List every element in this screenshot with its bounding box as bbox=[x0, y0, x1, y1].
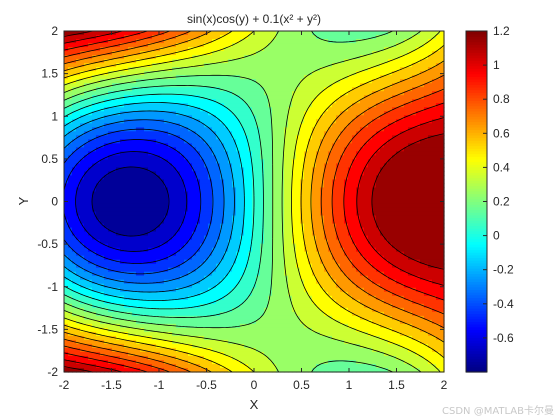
y-tick-label: 1.5 bbox=[41, 67, 58, 81]
y-tick-label: 0.5 bbox=[41, 152, 58, 166]
contour-fill-area bbox=[64, 31, 445, 373]
colorbar-tick-label: 0.8 bbox=[493, 92, 510, 106]
colorbar bbox=[466, 31, 487, 373]
x-tick-label: -0.5 bbox=[196, 378, 217, 392]
y-tick-label: -0.5 bbox=[37, 237, 58, 251]
contour-line-level-13 bbox=[63, 30, 445, 373]
colorbar-tick-label: -0.2 bbox=[493, 263, 514, 277]
y-tick-label: -2 bbox=[47, 365, 58, 379]
contour-line-level-19 bbox=[63, 30, 445, 373]
y-tick-label: -1 bbox=[47, 280, 58, 294]
contour-line-level-18 bbox=[63, 30, 445, 373]
contour-line-level-1 bbox=[91, 166, 170, 237]
watermark: CSDN @MATLAB卡尔曼 bbox=[442, 406, 554, 417]
colorbar-tick-label: -0.4 bbox=[493, 297, 514, 311]
chart-title: sin(x)cos(y) + 0.1(x² + y²) bbox=[187, 12, 321, 26]
y-axis-label: Y bbox=[16, 196, 31, 205]
y-tick-label: 2 bbox=[51, 24, 58, 38]
contour-line-level-4 bbox=[63, 128, 214, 275]
x-tick-label: -2 bbox=[59, 378, 70, 392]
x-tick-label: 0 bbox=[251, 378, 258, 392]
x-tick-label: 0.5 bbox=[293, 378, 310, 392]
contour-line-level-15 bbox=[63, 30, 445, 373]
colorbar-tick-label: 1.2 bbox=[493, 24, 510, 38]
contour-line-level-6 bbox=[63, 110, 235, 293]
y-axis: -2 -1.5 -1 -0.5 0 0.5 1 1.5 2 bbox=[37, 24, 444, 379]
x-axis: -2 -1.5 -1 -0.5 0 0.5 1 1.5 2 bbox=[59, 31, 448, 392]
contour-line-level-17 bbox=[63, 30, 445, 373]
x-tick-label: -1.5 bbox=[101, 378, 122, 392]
colorbar-tick-label: 1 bbox=[493, 58, 500, 72]
contour-line-level-14 bbox=[63, 30, 445, 373]
x-tick-label: 1 bbox=[346, 378, 353, 392]
y-tick-label: 0 bbox=[51, 195, 58, 209]
contour-line-level-9 bbox=[63, 85, 264, 318]
contour-line-level-10 bbox=[63, 30, 394, 373]
contour-line-level-3 bbox=[63, 139, 202, 264]
contour-line-level-11 bbox=[63, 30, 422, 373]
colorbar-tick-label: 0.6 bbox=[493, 126, 510, 140]
colorbar-tick-label: 0.2 bbox=[493, 195, 510, 209]
colorbar-tick-label: 0 bbox=[493, 229, 500, 243]
x-tick-label: 2 bbox=[441, 378, 448, 392]
contour-lines bbox=[63, 30, 445, 373]
contour-line-level-16 bbox=[63, 30, 445, 373]
colorbar-ticks: -0.6 -0.4 -0.2 0 0.2 0.4 0.6 0.8 1 1.2 bbox=[483, 24, 514, 345]
x-tick-label: 1.5 bbox=[388, 378, 405, 392]
colorbar-tick-label: 0.4 bbox=[493, 160, 510, 174]
contour-line-level-8 bbox=[63, 93, 255, 310]
contour-line-level-12 bbox=[63, 30, 441, 373]
contour-line-level-2 bbox=[75, 151, 188, 252]
y-tick-label: -1.5 bbox=[37, 322, 58, 336]
y-tick-label: 1 bbox=[51, 109, 58, 123]
contour-line-level-7 bbox=[63, 102, 245, 301]
colorbar-tick-label: -0.6 bbox=[493, 331, 514, 345]
contour-line-level-5 bbox=[63, 119, 225, 284]
x-tick-label: -1 bbox=[154, 378, 165, 392]
x-axis-label: X bbox=[250, 397, 259, 412]
